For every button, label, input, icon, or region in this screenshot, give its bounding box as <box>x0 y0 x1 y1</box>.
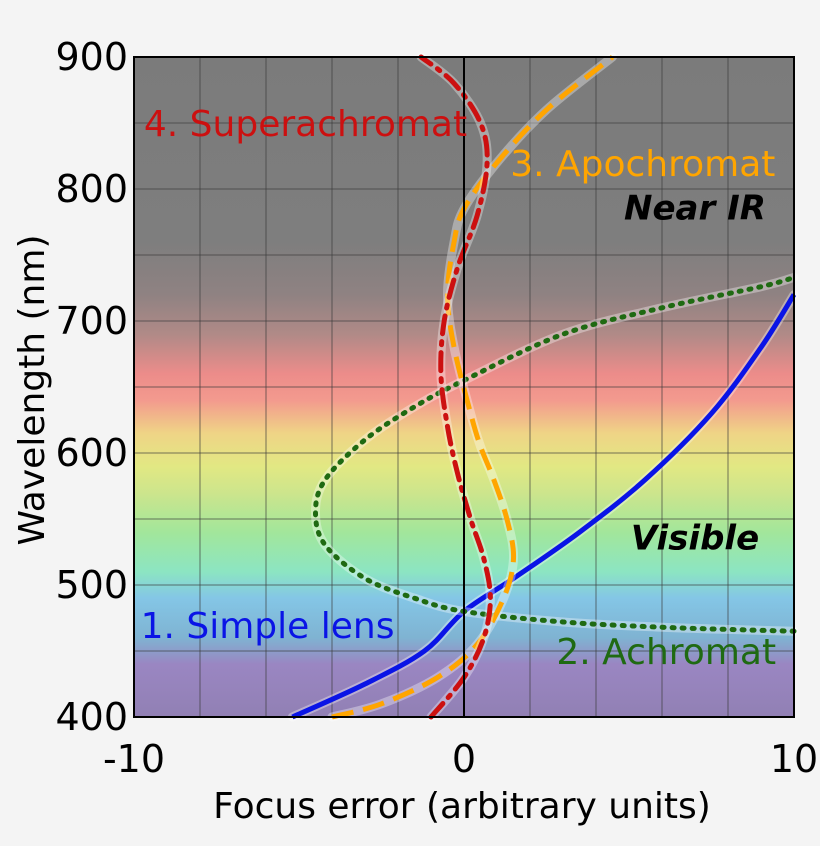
y-tick-label: 800 <box>55 167 128 211</box>
plot-frame <box>133 56 795 718</box>
series-3-label: 3. Apochromat <box>510 144 775 185</box>
x-tick-label: -10 <box>103 737 165 781</box>
y-tick-label: 500 <box>55 563 128 607</box>
series-1-line <box>291 293 797 720</box>
y-axis-title: Wavelength (nm) <box>12 235 53 546</box>
region-label-2: Visible <box>631 518 759 558</box>
series-2-label: 2. Achromat <box>556 632 776 673</box>
y-tick-label: 700 <box>55 299 128 343</box>
labels-layer: 1. Simple lens 2. Achromat 3. Apochromat 4.… <box>141 104 776 673</box>
series-1-label: 1. Simple lens <box>141 606 395 647</box>
tick-labels: 400 500 600 700 800 900 -10 0 10 <box>55 35 818 781</box>
region-label-1: Near IR <box>624 188 766 228</box>
y-tick-label: 900 <box>55 35 128 79</box>
x-tick-label: 0 <box>452 737 476 781</box>
series-3-line <box>331 55 615 720</box>
y-tick-label: 600 <box>55 431 128 475</box>
x-tick-label: 10 <box>770 737 818 781</box>
series-4-label: 4. Superachromat <box>144 104 467 145</box>
y-tick-label: 400 <box>55 695 128 739</box>
series-layer <box>287 52 799 722</box>
series-4-line <box>418 54 493 720</box>
series-2-line <box>312 274 797 634</box>
x-axis-title: Focus error (arbitrary units) <box>213 786 711 827</box>
